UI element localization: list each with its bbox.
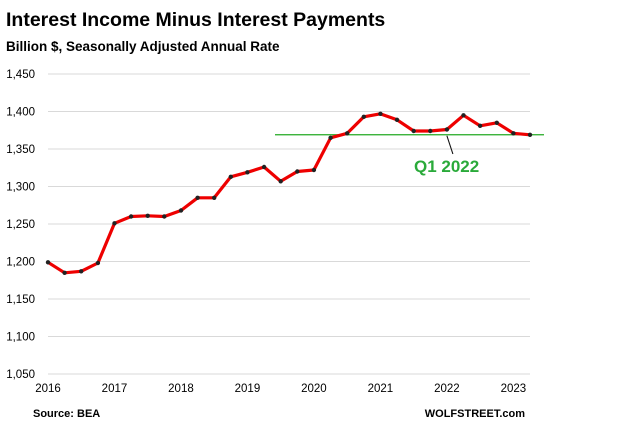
data-point [477,123,483,128]
data-point [311,167,317,173]
y-axis-ticks: 1,050 1,100 1,150 1,200 1,250 1,300 1,350 1,400… [6,69,35,381]
data-point [411,128,416,134]
x-tick-label: 2021 [368,383,394,395]
data-point [212,195,217,200]
x-tick-label: 2018 [168,383,194,395]
data-point [394,117,400,123]
data-point [261,164,267,170]
y-tick-label: 1,150 [6,294,35,306]
y-tick-label: 1,400 [6,107,35,119]
x-tick-label: 2023 [501,383,527,395]
site-label: WOLFSTREET.com [425,408,525,420]
chart-subtitle: Billion $, Seasonally Adjusted Annual Ra… [6,39,280,54]
source-label: Source: BEA [33,408,100,420]
annotation-layer: Q1 2022 [414,135,479,176]
data-point [195,195,200,200]
data-point [295,169,300,174]
y-tick-label: 1,200 [6,257,35,269]
x-tick-label: 2022 [434,383,460,395]
data-point [45,260,51,265]
x-axis-ticks: 2016 2017 2018 2019 2020 2021 2022 2023 [35,383,526,395]
data-point [112,221,117,226]
data-point [228,174,233,179]
data-point [527,132,533,137]
x-tick-label: 2016 [35,383,61,395]
data-point [444,127,450,132]
y-tick-label: 1,050 [6,369,35,381]
data-point [494,120,499,126]
y-tick-label: 1,250 [6,219,35,231]
data-point [145,213,150,218]
data-point [62,270,67,275]
annotation-label: Q1 2022 [414,157,479,176]
y-tick-label: 1,350 [6,144,35,156]
data-point [245,170,250,175]
x-tick-label: 2019 [235,383,261,395]
data-point [278,179,283,184]
y-tick-label: 1,300 [6,182,35,194]
data-point [328,135,333,140]
data-point [378,111,383,117]
chart-title: Interest Income Minus Interest Payments [6,9,385,31]
x-tick-label: 2020 [301,383,327,395]
data-point [428,128,433,134]
y-tick-label: 1,450 [6,69,35,81]
series-line [46,112,532,275]
x-tick-label: 2017 [102,383,128,395]
data-point [128,214,134,219]
annotation-leader [446,135,454,155]
data-point [461,113,466,118]
data-point [162,214,167,219]
data-point [178,208,184,213]
y-tick-label: 1,100 [6,332,35,344]
data-point [79,269,84,274]
data-point [511,131,516,136]
data-point [345,131,350,136]
grid [48,73,530,375]
series-layer [45,111,533,275]
data-point [361,114,366,120]
data-point [95,260,101,266]
